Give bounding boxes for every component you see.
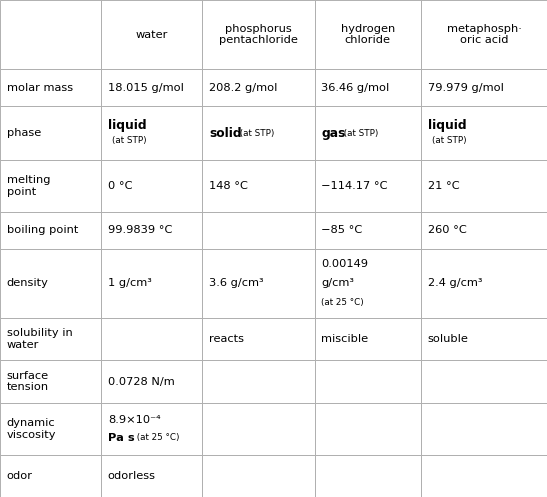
Bar xyxy=(315,69,421,106)
Bar xyxy=(202,69,315,106)
Bar xyxy=(101,212,202,249)
Bar xyxy=(0,403,101,455)
Text: metaphosph·
oric acid: metaphosph· oric acid xyxy=(447,24,521,45)
Text: (at STP): (at STP) xyxy=(112,136,147,145)
Text: odorless: odorless xyxy=(108,471,156,481)
Bar xyxy=(0,249,101,318)
Text: liquid: liquid xyxy=(108,119,147,132)
Text: phosphorus
pentachloride: phosphorus pentachloride xyxy=(219,24,298,45)
Text: 0.00149: 0.00149 xyxy=(321,259,368,269)
Bar xyxy=(421,69,547,106)
Text: 148 °C: 148 °C xyxy=(209,181,248,191)
Bar xyxy=(0,0,101,69)
Text: (at STP): (at STP) xyxy=(432,136,467,145)
Bar xyxy=(101,160,202,212)
Bar xyxy=(101,69,202,106)
Text: (at STP): (at STP) xyxy=(341,129,378,138)
Bar xyxy=(0,318,101,360)
Bar xyxy=(202,318,315,360)
Text: (at 25 °C): (at 25 °C) xyxy=(321,298,364,307)
Bar xyxy=(101,249,202,318)
Bar xyxy=(202,403,315,455)
Text: 36.46 g/mol: 36.46 g/mol xyxy=(321,83,389,93)
Text: 0 °C: 0 °C xyxy=(108,181,132,191)
Bar xyxy=(421,318,547,360)
Text: 0.0728 N/m: 0.0728 N/m xyxy=(108,377,174,387)
Text: density: density xyxy=(7,278,49,288)
Bar xyxy=(315,212,421,249)
Text: solubility in
water: solubility in water xyxy=(7,329,72,350)
Bar xyxy=(421,0,547,69)
Bar xyxy=(315,455,421,497)
Text: water: water xyxy=(136,30,168,40)
Text: 99.9839 °C: 99.9839 °C xyxy=(108,225,172,235)
Text: 18.015 g/mol: 18.015 g/mol xyxy=(108,83,184,93)
Text: hydrogen
chloride: hydrogen chloride xyxy=(341,24,395,45)
Text: 79.979 g/mol: 79.979 g/mol xyxy=(428,83,504,93)
Bar xyxy=(101,455,202,497)
Text: phase: phase xyxy=(7,128,41,138)
Bar xyxy=(421,360,547,403)
Bar xyxy=(315,318,421,360)
Text: soluble: soluble xyxy=(428,334,469,344)
Bar xyxy=(315,0,421,69)
Text: reacts: reacts xyxy=(209,334,244,344)
Bar xyxy=(421,106,547,160)
Bar xyxy=(101,403,202,455)
Text: (at STP): (at STP) xyxy=(237,129,275,138)
Bar xyxy=(0,212,101,249)
Bar xyxy=(315,249,421,318)
Text: liquid: liquid xyxy=(428,119,467,132)
Text: 2.4 g/cm³: 2.4 g/cm³ xyxy=(428,278,482,288)
Bar xyxy=(421,160,547,212)
Bar xyxy=(421,249,547,318)
Text: g/cm³: g/cm³ xyxy=(321,278,354,288)
Bar xyxy=(202,0,315,69)
Bar xyxy=(0,69,101,106)
Text: gas: gas xyxy=(321,127,346,140)
Bar xyxy=(315,360,421,403)
Bar xyxy=(202,106,315,160)
Bar xyxy=(315,403,421,455)
Bar xyxy=(202,212,315,249)
Bar xyxy=(101,106,202,160)
Text: (at 25 °C): (at 25 °C) xyxy=(134,433,179,442)
Text: 8.9×10⁻⁴: 8.9×10⁻⁴ xyxy=(108,415,160,425)
Bar xyxy=(202,360,315,403)
Bar xyxy=(315,106,421,160)
Text: Pa s: Pa s xyxy=(108,433,135,443)
Text: −114.17 °C: −114.17 °C xyxy=(321,181,388,191)
Text: 208.2 g/mol: 208.2 g/mol xyxy=(209,83,277,93)
Text: dynamic
viscosity: dynamic viscosity xyxy=(7,418,56,440)
Text: melting
point: melting point xyxy=(7,175,50,197)
Bar xyxy=(421,212,547,249)
Text: solid: solid xyxy=(209,127,242,140)
Text: surface
tension: surface tension xyxy=(7,371,49,393)
Bar xyxy=(101,360,202,403)
Bar xyxy=(101,0,202,69)
Text: odor: odor xyxy=(7,471,33,481)
Bar xyxy=(0,360,101,403)
Bar xyxy=(101,318,202,360)
Text: 21 °C: 21 °C xyxy=(428,181,459,191)
Text: 1 g/cm³: 1 g/cm³ xyxy=(108,278,152,288)
Bar xyxy=(202,249,315,318)
Text: 3.6 g/cm³: 3.6 g/cm³ xyxy=(209,278,264,288)
Bar xyxy=(0,160,101,212)
Bar xyxy=(421,403,547,455)
Text: miscible: miscible xyxy=(321,334,368,344)
Bar xyxy=(0,106,101,160)
Text: 260 °C: 260 °C xyxy=(428,225,467,235)
Text: −85 °C: −85 °C xyxy=(321,225,362,235)
Bar xyxy=(315,160,421,212)
Bar xyxy=(202,160,315,212)
Text: boiling point: boiling point xyxy=(7,225,78,235)
Bar xyxy=(421,455,547,497)
Text: molar mass: molar mass xyxy=(7,83,73,93)
Bar xyxy=(0,455,101,497)
Bar xyxy=(202,455,315,497)
